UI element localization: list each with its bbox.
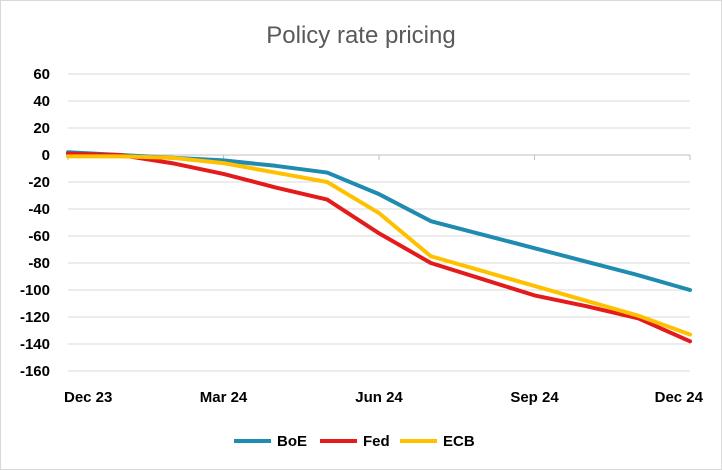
x-tick-label: Jun 24 <box>355 389 403 406</box>
y-tick-label: -100 <box>20 282 50 299</box>
y-tick-label: 40 <box>33 93 50 110</box>
series-line-fed <box>66 151 692 344</box>
y-tick-label: -60 <box>28 228 50 245</box>
chart-title: Policy rate pricing <box>266 22 455 49</box>
y-tick-label: -140 <box>20 336 50 353</box>
gridlines <box>68 73 690 372</box>
x-tick-label: Dec 23 <box>64 389 112 406</box>
legend-label-boe: BoE <box>277 433 307 450</box>
legend-label-fed: Fed <box>363 433 390 450</box>
y-tick-label: 20 <box>33 120 50 137</box>
series-line-boe <box>66 150 692 292</box>
y-tick-label: -120 <box>20 309 50 326</box>
y-axis-ticks: 60 40 20 0 -20 -40 -60 -80 -100 -120 -140 -160 <box>20 66 50 380</box>
x-axis-ticks: Dec 23 Mar 24 Jun 24 Sep 24 Dec 24 <box>64 389 704 406</box>
legend: BoE Fed ECB <box>234 433 475 450</box>
y-tick-label: -20 <box>28 174 50 191</box>
y-tick-label: -160 <box>20 363 50 380</box>
x-tick-label: Mar 24 <box>200 389 248 406</box>
y-tick-label: 60 <box>33 66 50 83</box>
legend-label-ecb: ECB <box>443 433 475 450</box>
series-line-ecb <box>66 154 692 337</box>
series-lines <box>66 150 692 344</box>
y-tick-label: 0 <box>42 147 50 164</box>
x-tick-label: Sep 24 <box>510 389 559 406</box>
y-tick-label: -80 <box>28 255 50 272</box>
y-tick-label: -40 <box>28 201 50 218</box>
x-tick-label: Dec 24 <box>655 389 704 406</box>
